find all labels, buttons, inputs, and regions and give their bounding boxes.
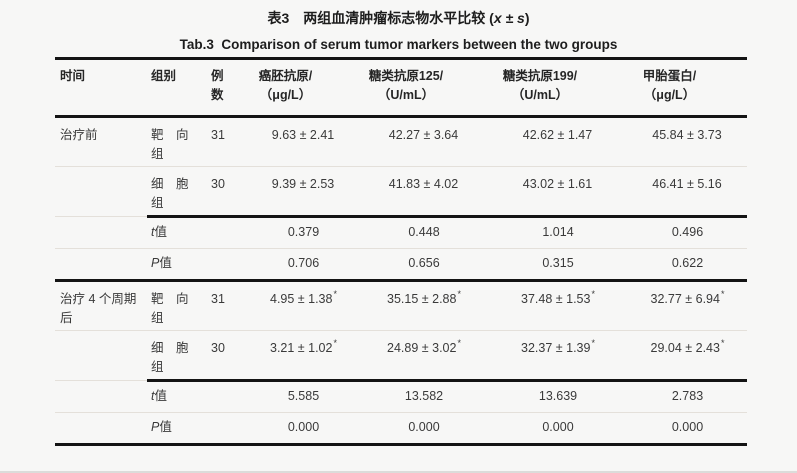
cell-stat-label-p: P值 [147, 248, 205, 282]
cell-case-count: 31 [205, 280, 247, 331]
cell-p-value: 0.706 [247, 248, 360, 282]
cell-p-value: 0.656 [360, 248, 488, 282]
col-header-group: 组别 [147, 57, 205, 118]
cell-value-cea: 3.21 ± 1.02* [247, 330, 360, 382]
cell-p-value: 0.315 [488, 248, 628, 282]
cell-value-ca199: 37.48 ± 1.53* [488, 280, 628, 331]
table-row: 细 胞组 30 3.21 ± 1.02* 24.89 ± 3.02* 32.37… [55, 330, 747, 382]
page: 表3 两组血清肿瘤标志物水平比较 (x ± s) Tab.3 Compariso… [0, 8, 797, 473]
table-row: 治疗前 靶 向组 31 9.63 ± 2.41 42.27 ± 3.64 42.… [55, 116, 747, 167]
col-header-ca199: 糖类抗原199/（U/mL） [488, 57, 628, 118]
table-row: P值 0.706 0.656 0.315 0.622 [55, 248, 747, 282]
cell-value-cea: 4.95 ± 1.38* [247, 280, 360, 331]
cell-value-ca199: 32.37 ± 1.39* [488, 330, 628, 382]
cell-value-afp: 45.84 ± 3.73 [628, 116, 747, 167]
table-row: 细 胞组 30 9.39 ± 2.53 41.83 ± 4.02 43.02 ±… [55, 166, 747, 218]
cell-stat-label-t: t值 [147, 380, 205, 413]
cell-t-value: 0.379 [247, 216, 360, 249]
cell-time-empty [55, 330, 147, 381]
col-header-cases: 例数 [205, 57, 247, 118]
cell-empty [55, 380, 147, 413]
cell-value-ca125: 41.83 ± 4.02 [360, 166, 488, 218]
table-title-cn: 表3 两组血清肿瘤标志物水平比较 (x ± s) [0, 8, 797, 28]
cell-group-name: 细 胞组 [147, 166, 205, 218]
cell-case-count: 30 [205, 166, 247, 218]
cell-empty [205, 248, 247, 282]
cell-t-value: 13.639 [488, 380, 628, 413]
cell-value-afp: 32.77 ± 6.94* [628, 280, 747, 331]
cell-t-value: 2.783 [628, 380, 747, 413]
cell-t-value: 5.585 [247, 380, 360, 413]
table-title-cn-text: 表3 两组血清肿瘤标志物水平比较 ( [267, 10, 494, 26]
cell-empty [205, 216, 247, 249]
cell-empty [55, 248, 147, 282]
significance-mark: * [457, 288, 461, 299]
col-header-cea: 癌胚抗原/（μg/L） [247, 57, 360, 118]
significance-mark: * [591, 288, 595, 299]
cell-value-ca125: 42.27 ± 3.64 [360, 116, 488, 167]
significance-mark: * [457, 337, 461, 348]
col-header-time: 时间 [55, 57, 147, 118]
significance-mark: * [333, 288, 337, 299]
cell-value-cea: 9.63 ± 2.41 [247, 116, 360, 167]
table-title-cn-close: ) [524, 10, 530, 26]
cell-empty [55, 216, 147, 249]
cell-case-count: 30 [205, 330, 247, 382]
header-row: 时间 组别 例数 癌胚抗原/（μg/L） 糖类抗原125/（U/mL） 糖类抗原… [55, 57, 747, 118]
cell-p-value: 0.000 [488, 412, 628, 446]
col-header-afp: 甲胎蛋白/（μg/L） [628, 57, 747, 118]
table-title-en: Tab.3 Comparison of serum tumor markers … [179, 37, 618, 52]
cell-stat-label-t: t值 [147, 216, 205, 249]
stat-notation: x ± s [493, 10, 525, 26]
cell-p-value: 0.622 [628, 248, 747, 282]
cell-group-name: 靶 向组 [147, 116, 205, 167]
cell-p-value: 0.000 [247, 412, 360, 446]
cell-value-ca199: 43.02 ± 1.61 [488, 166, 628, 218]
significance-mark: * [333, 337, 337, 348]
cell-time-empty [55, 166, 147, 217]
cell-value-afp: 29.04 ± 2.43* [628, 330, 747, 382]
table-row: t值 0.379 0.448 1.014 0.496 [55, 216, 747, 249]
cell-t-value: 0.448 [360, 216, 488, 249]
cell-empty [205, 380, 247, 413]
cell-time: 治疗 4 个周期后 [55, 280, 147, 331]
cell-case-count: 31 [205, 116, 247, 167]
cell-value-afp: 46.41 ± 5.16 [628, 166, 747, 218]
cell-t-value: 13.582 [360, 380, 488, 413]
table-row: P值 0.000 0.000 0.000 0.000 [55, 412, 747, 446]
cell-group-name: 细 胞组 [147, 330, 205, 382]
cell-group-name: 靶 向组 [147, 280, 205, 331]
cell-t-value: 0.496 [628, 216, 747, 249]
cell-value-ca125: 24.89 ± 3.02* [360, 330, 488, 382]
cell-value-ca199: 42.62 ± 1.47 [488, 116, 628, 167]
cell-p-value: 0.000 [360, 412, 488, 446]
cell-t-value: 1.014 [488, 216, 628, 249]
significance-mark: * [720, 288, 725, 299]
table-row: t值 5.585 13.582 13.639 2.783 [55, 380, 747, 413]
tumor-markers-table: 时间 组别 例数 癌胚抗原/（μg/L） 糖类抗原125/（U/mL） 糖类抗原… [55, 57, 747, 446]
cell-stat-label-p: P值 [147, 412, 205, 446]
cell-value-ca125: 35.15 ± 2.88* [360, 280, 488, 331]
cell-empty [55, 412, 147, 446]
significance-mark: * [591, 337, 595, 348]
cell-value-cea: 9.39 ± 2.53 [247, 166, 360, 218]
cell-p-value: 0.000 [628, 412, 747, 446]
table-row: 治疗 4 个周期后 靶 向组 31 4.95 ± 1.38* 35.15 ± 2… [55, 280, 747, 331]
significance-mark: * [720, 337, 725, 348]
cell-time: 治疗前 [55, 116, 147, 167]
col-header-ca125: 糖类抗原125/（U/mL） [360, 57, 488, 118]
cell-empty [205, 412, 247, 446]
